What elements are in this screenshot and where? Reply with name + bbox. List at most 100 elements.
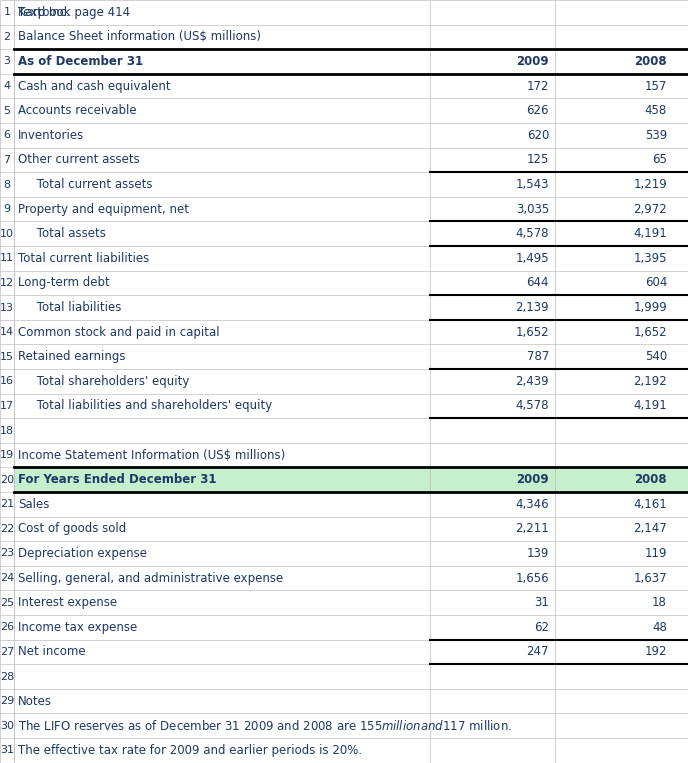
- Text: Net income: Net income: [18, 645, 85, 658]
- Text: Common stock and paid in capital: Common stock and paid in capital: [18, 326, 219, 339]
- Bar: [14, 468, 688, 492]
- Text: 1,543: 1,543: [515, 178, 549, 191]
- Text: Notes: Notes: [18, 694, 52, 707]
- Text: Karp Inc.: Karp Inc.: [18, 6, 70, 19]
- Text: 4,578: 4,578: [515, 227, 549, 240]
- Text: Depreciation expense: Depreciation expense: [18, 547, 147, 560]
- Text: Balance Sheet information (US$ millions): Balance Sheet information (US$ millions): [18, 31, 261, 43]
- Text: Interest expense: Interest expense: [18, 596, 117, 609]
- Text: 247: 247: [526, 645, 549, 658]
- Text: 24: 24: [0, 573, 14, 583]
- Text: Sales: Sales: [18, 497, 50, 510]
- Text: 2,439: 2,439: [515, 375, 549, 388]
- Text: Long-term debt: Long-term debt: [18, 276, 110, 289]
- Text: 620: 620: [526, 129, 549, 142]
- Text: 4,346: 4,346: [515, 497, 549, 510]
- Text: 65: 65: [652, 153, 667, 166]
- Text: Inventories: Inventories: [18, 129, 84, 142]
- Text: 31: 31: [534, 596, 549, 609]
- Text: 2,147: 2,147: [633, 523, 667, 536]
- Text: 539: 539: [645, 129, 667, 142]
- Text: 21: 21: [0, 499, 14, 509]
- Text: 2,192: 2,192: [633, 375, 667, 388]
- Text: Total assets: Total assets: [18, 227, 106, 240]
- Text: 4,578: 4,578: [515, 399, 549, 412]
- Text: 458: 458: [645, 105, 667, 118]
- Text: 10: 10: [0, 229, 14, 239]
- Text: 1,637: 1,637: [634, 571, 667, 584]
- Text: 19: 19: [0, 450, 14, 460]
- Text: 62: 62: [534, 621, 549, 634]
- Text: 157: 157: [645, 79, 667, 92]
- Text: 2,139: 2,139: [515, 301, 549, 314]
- Text: Other current assets: Other current assets: [18, 153, 140, 166]
- Text: 644: 644: [526, 276, 549, 289]
- Text: Income Statement Information (US$ millions): Income Statement Information (US$ millio…: [18, 449, 286, 462]
- Text: 13: 13: [0, 302, 14, 313]
- Text: 540: 540: [645, 350, 667, 363]
- Text: 4,191: 4,191: [633, 399, 667, 412]
- Text: 2: 2: [3, 32, 10, 42]
- Text: 172: 172: [526, 79, 549, 92]
- Text: 12: 12: [0, 278, 14, 288]
- Text: 22: 22: [0, 524, 14, 534]
- Text: Selling, general, and administrative expense: Selling, general, and administrative exp…: [18, 571, 283, 584]
- Text: Income tax expense: Income tax expense: [18, 621, 137, 634]
- Text: 4,161: 4,161: [633, 497, 667, 510]
- Text: As of December 31: As of December 31: [18, 55, 143, 68]
- Text: Total liabilities and shareholders' equity: Total liabilities and shareholders' equi…: [18, 399, 272, 412]
- Text: 11: 11: [0, 253, 14, 263]
- Text: 1,652: 1,652: [515, 326, 549, 339]
- Text: 3,035: 3,035: [516, 203, 549, 216]
- Text: 15: 15: [0, 352, 14, 362]
- Text: 26: 26: [0, 623, 14, 633]
- Text: 23: 23: [0, 549, 14, 559]
- Text: Retained earnings: Retained earnings: [18, 350, 125, 363]
- Text: 20: 20: [0, 475, 14, 485]
- Text: 2,211: 2,211: [515, 523, 549, 536]
- Text: 8: 8: [3, 179, 10, 189]
- Text: 18: 18: [0, 426, 14, 436]
- Text: Property and equipment, net: Property and equipment, net: [18, 203, 189, 216]
- Text: 4: 4: [3, 81, 10, 91]
- Text: 787: 787: [526, 350, 549, 363]
- Text: 192: 192: [645, 645, 667, 658]
- Text: 1,219: 1,219: [633, 178, 667, 191]
- Text: 29: 29: [0, 696, 14, 706]
- Text: The LIFO reserves as of December 31 2009 and 2008 are $155 million and $117 mill: The LIFO reserves as of December 31 2009…: [18, 719, 512, 732]
- Text: 5: 5: [3, 106, 10, 116]
- Text: 17: 17: [0, 401, 14, 411]
- Text: 2008: 2008: [634, 473, 667, 486]
- Text: 3: 3: [3, 56, 10, 66]
- Text: 2009: 2009: [517, 473, 549, 486]
- Text: Total current liabilities: Total current liabilities: [18, 252, 149, 265]
- Text: 139: 139: [526, 547, 549, 560]
- Text: The effective tax rate for 2009 and earlier periods is 20%.: The effective tax rate for 2009 and earl…: [18, 744, 362, 757]
- Text: 16: 16: [0, 376, 14, 386]
- Text: Textbook page 414: Textbook page 414: [18, 6, 130, 19]
- Text: 25: 25: [0, 597, 14, 607]
- Text: 119: 119: [645, 547, 667, 560]
- Text: 626: 626: [526, 105, 549, 118]
- Text: 14: 14: [0, 327, 14, 337]
- Text: 604: 604: [645, 276, 667, 289]
- Text: 1,652: 1,652: [634, 326, 667, 339]
- Text: 18: 18: [652, 596, 667, 609]
- Text: 9: 9: [3, 204, 10, 214]
- Text: 1,999: 1,999: [633, 301, 667, 314]
- Text: 2009: 2009: [517, 55, 549, 68]
- Text: 1,656: 1,656: [515, 571, 549, 584]
- Text: 6: 6: [3, 130, 10, 140]
- Text: 2008: 2008: [634, 55, 667, 68]
- Text: 31: 31: [0, 745, 14, 755]
- Text: 125: 125: [526, 153, 549, 166]
- Text: Total liabilities: Total liabilities: [18, 301, 121, 314]
- Text: 27: 27: [0, 647, 14, 657]
- Text: 1,495: 1,495: [515, 252, 549, 265]
- Text: Cost of goods sold: Cost of goods sold: [18, 523, 127, 536]
- Text: 7: 7: [3, 155, 10, 165]
- Text: 4,191: 4,191: [633, 227, 667, 240]
- Text: Total current assets: Total current assets: [18, 178, 153, 191]
- Text: 2,972: 2,972: [633, 203, 667, 216]
- Text: For Years Ended December 31: For Years Ended December 31: [18, 473, 217, 486]
